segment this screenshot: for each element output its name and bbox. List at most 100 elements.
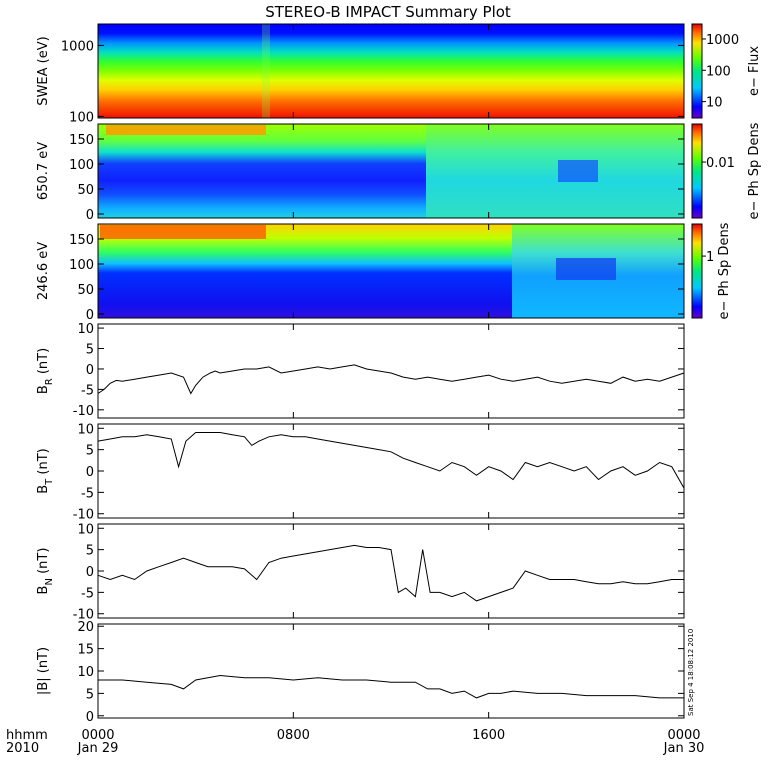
pad246-spectrogram-hot-band: [100, 225, 266, 239]
colorbar-tick-label: 1: [706, 250, 714, 265]
bt-ylabel-unit: (nT): [36, 448, 51, 478]
pad650-ylabel: 650.7 eV: [36, 142, 51, 200]
y-tick-label: 10: [77, 322, 94, 337]
pad650-spectrogram-late: [426, 124, 684, 218]
pad650-y-axis: 0 50 100 150: [69, 124, 685, 223]
bn-ylabel-main: B: [36, 586, 51, 595]
pad246-colorbar-label: e− Ph Sp Dens: [717, 222, 732, 319]
colorbar-tick-label: 100: [706, 64, 731, 79]
y-tick-label: 20: [77, 620, 94, 635]
pad246-colorbar-scale: [691, 223, 703, 319]
time-tick-label: 0000: [81, 728, 114, 743]
pad650-colorbar-ticks: 0.01: [702, 156, 735, 171]
swea-colorbar: 10 100 1000 e− Flux: [691, 23, 762, 119]
y-tick-label: 5: [86, 444, 94, 459]
bn-series-line: [97, 544, 684, 602]
pad246-spectrogram-panel: 0 50 100 150 246.6 eV: [36, 223, 685, 323]
bt-panel: -10 -5 0 5 10 BT (nT): [36, 422, 685, 523]
y-tick-label: 100: [69, 258, 94, 273]
y-tick-label: 5: [86, 687, 94, 702]
generation-timestamp: Sat Sep 4 18:08:12 2010: [687, 629, 695, 716]
y-tick-label: 1000: [61, 39, 94, 54]
y-tick-label: 10: [77, 665, 94, 680]
swea-colorbar-scale: [691, 23, 703, 119]
y-tick-label: -5: [81, 586, 94, 601]
bmag-series-line: [98, 674, 684, 699]
y-tick-label: 150: [69, 133, 94, 148]
bn-panel-frame: [97, 523, 685, 619]
y-tick-label: 50: [77, 283, 94, 298]
br-ylabel-sub: R: [44, 378, 55, 385]
br-ylabel-unit: (nT): [36, 348, 51, 378]
bt-panel-frame: [97, 423, 685, 519]
y-tick-label: -5: [81, 383, 94, 398]
y-tick-label: 0: [86, 710, 94, 725]
br-panel-frame: [97, 323, 685, 419]
br-ylabel: BR (nT): [36, 348, 55, 394]
y-tick-label: 10: [77, 422, 94, 437]
bn-panel: -10 -5 0 5 10 BN (nT): [36, 522, 685, 623]
bt-series-line: [97, 432, 685, 489]
y-tick-label: 0: [86, 208, 94, 223]
y-tick-label: 5: [86, 544, 94, 559]
y-tick-label: 150: [69, 233, 94, 248]
swea-ylabel: SWEA (eV): [36, 36, 51, 105]
pad650-spectrogram-warm-band: [106, 125, 266, 135]
pad650-colorbar-scale: [691, 123, 703, 219]
y-tick-label: 10: [77, 522, 94, 537]
bmag-panel-frame: [97, 623, 685, 719]
pad246-colorbar: 1 e− Ph Sp Dens: [691, 222, 732, 319]
bmag-panel: 0 5 10 15 20 |B| (nT): [36, 620, 685, 725]
y-tick-label: -5: [81, 486, 94, 501]
bmag-ylabel-main: |B| (nT): [36, 647, 51, 695]
time-axis-unit-label: hhmm: [6, 728, 48, 743]
pad246-spectrogram-feature: [556, 258, 616, 280]
time-tick-label: 0000: [667, 728, 700, 743]
time-tick-date: Jan 29: [77, 741, 119, 756]
y-tick-label: 100: [69, 158, 94, 173]
y-tick-label: 100: [69, 110, 94, 125]
y-tick-label: 15: [77, 643, 94, 658]
time-tick-date: Jan 30: [663, 741, 705, 756]
swea-colorbar-label: e− Flux: [747, 46, 762, 96]
swea-spectrogram-feature: [262, 24, 270, 118]
colorbar-tick-label: 1000: [706, 33, 739, 48]
time-tick-label: 0800: [277, 728, 310, 743]
pad246-y-axis: 0 50 100 150: [69, 224, 685, 323]
bn-ylabel-sub: N: [44, 578, 55, 585]
colorbar-tick-label: 10: [706, 96, 723, 111]
bn-ylabel-unit: (nT): [36, 548, 51, 578]
y-tick-label: 50: [77, 183, 94, 198]
bt-ylabel-main: B: [36, 485, 51, 494]
pad650-spectrogram-feature: [558, 160, 598, 182]
bmag-ylabel: |B| (nT): [36, 647, 51, 695]
swea-spectrogram-image: [98, 24, 684, 118]
chart-title: STEREO-B IMPACT Summary Plot: [265, 3, 511, 21]
y-tick-label: 0: [86, 465, 94, 480]
bt-ylabel: BT (nT): [36, 448, 55, 494]
swea-panel-frame: [97, 23, 685, 119]
bn-ylabel: BN (nT): [36, 548, 55, 595]
swea-colorbar-ticks: 10 100 1000: [702, 33, 739, 111]
y-tick-label: 0: [86, 308, 94, 323]
y-tick-label: 0: [86, 565, 94, 580]
swea-y-axis: 100 1000: [61, 24, 685, 125]
pad246-colorbar-ticks: 1: [702, 250, 714, 265]
swea-spectrogram-panel: 100 1000 SWEA (eV): [36, 23, 685, 125]
pad246-ylabel: 246.6 eV: [36, 242, 51, 300]
time-axis-year-label: 2010: [6, 741, 39, 756]
pad246-panel-frame: [97, 223, 685, 319]
y-tick-label: -10: [73, 404, 94, 419]
y-tick-label: 5: [86, 343, 94, 358]
br-panel: -10 -5 0 5 10 BR (nT): [36, 322, 685, 419]
y-tick-label: -10: [73, 508, 94, 523]
br-ylabel-main: B: [36, 385, 51, 394]
time-tick-label: 1600: [472, 728, 505, 743]
pad650-colorbar-label: e− Ph Sp Dens: [747, 122, 762, 219]
colorbar-tick-label: 0.01: [706, 156, 735, 171]
y-tick-label: -10: [73, 608, 94, 623]
bt-ylabel-sub: T: [44, 478, 55, 486]
